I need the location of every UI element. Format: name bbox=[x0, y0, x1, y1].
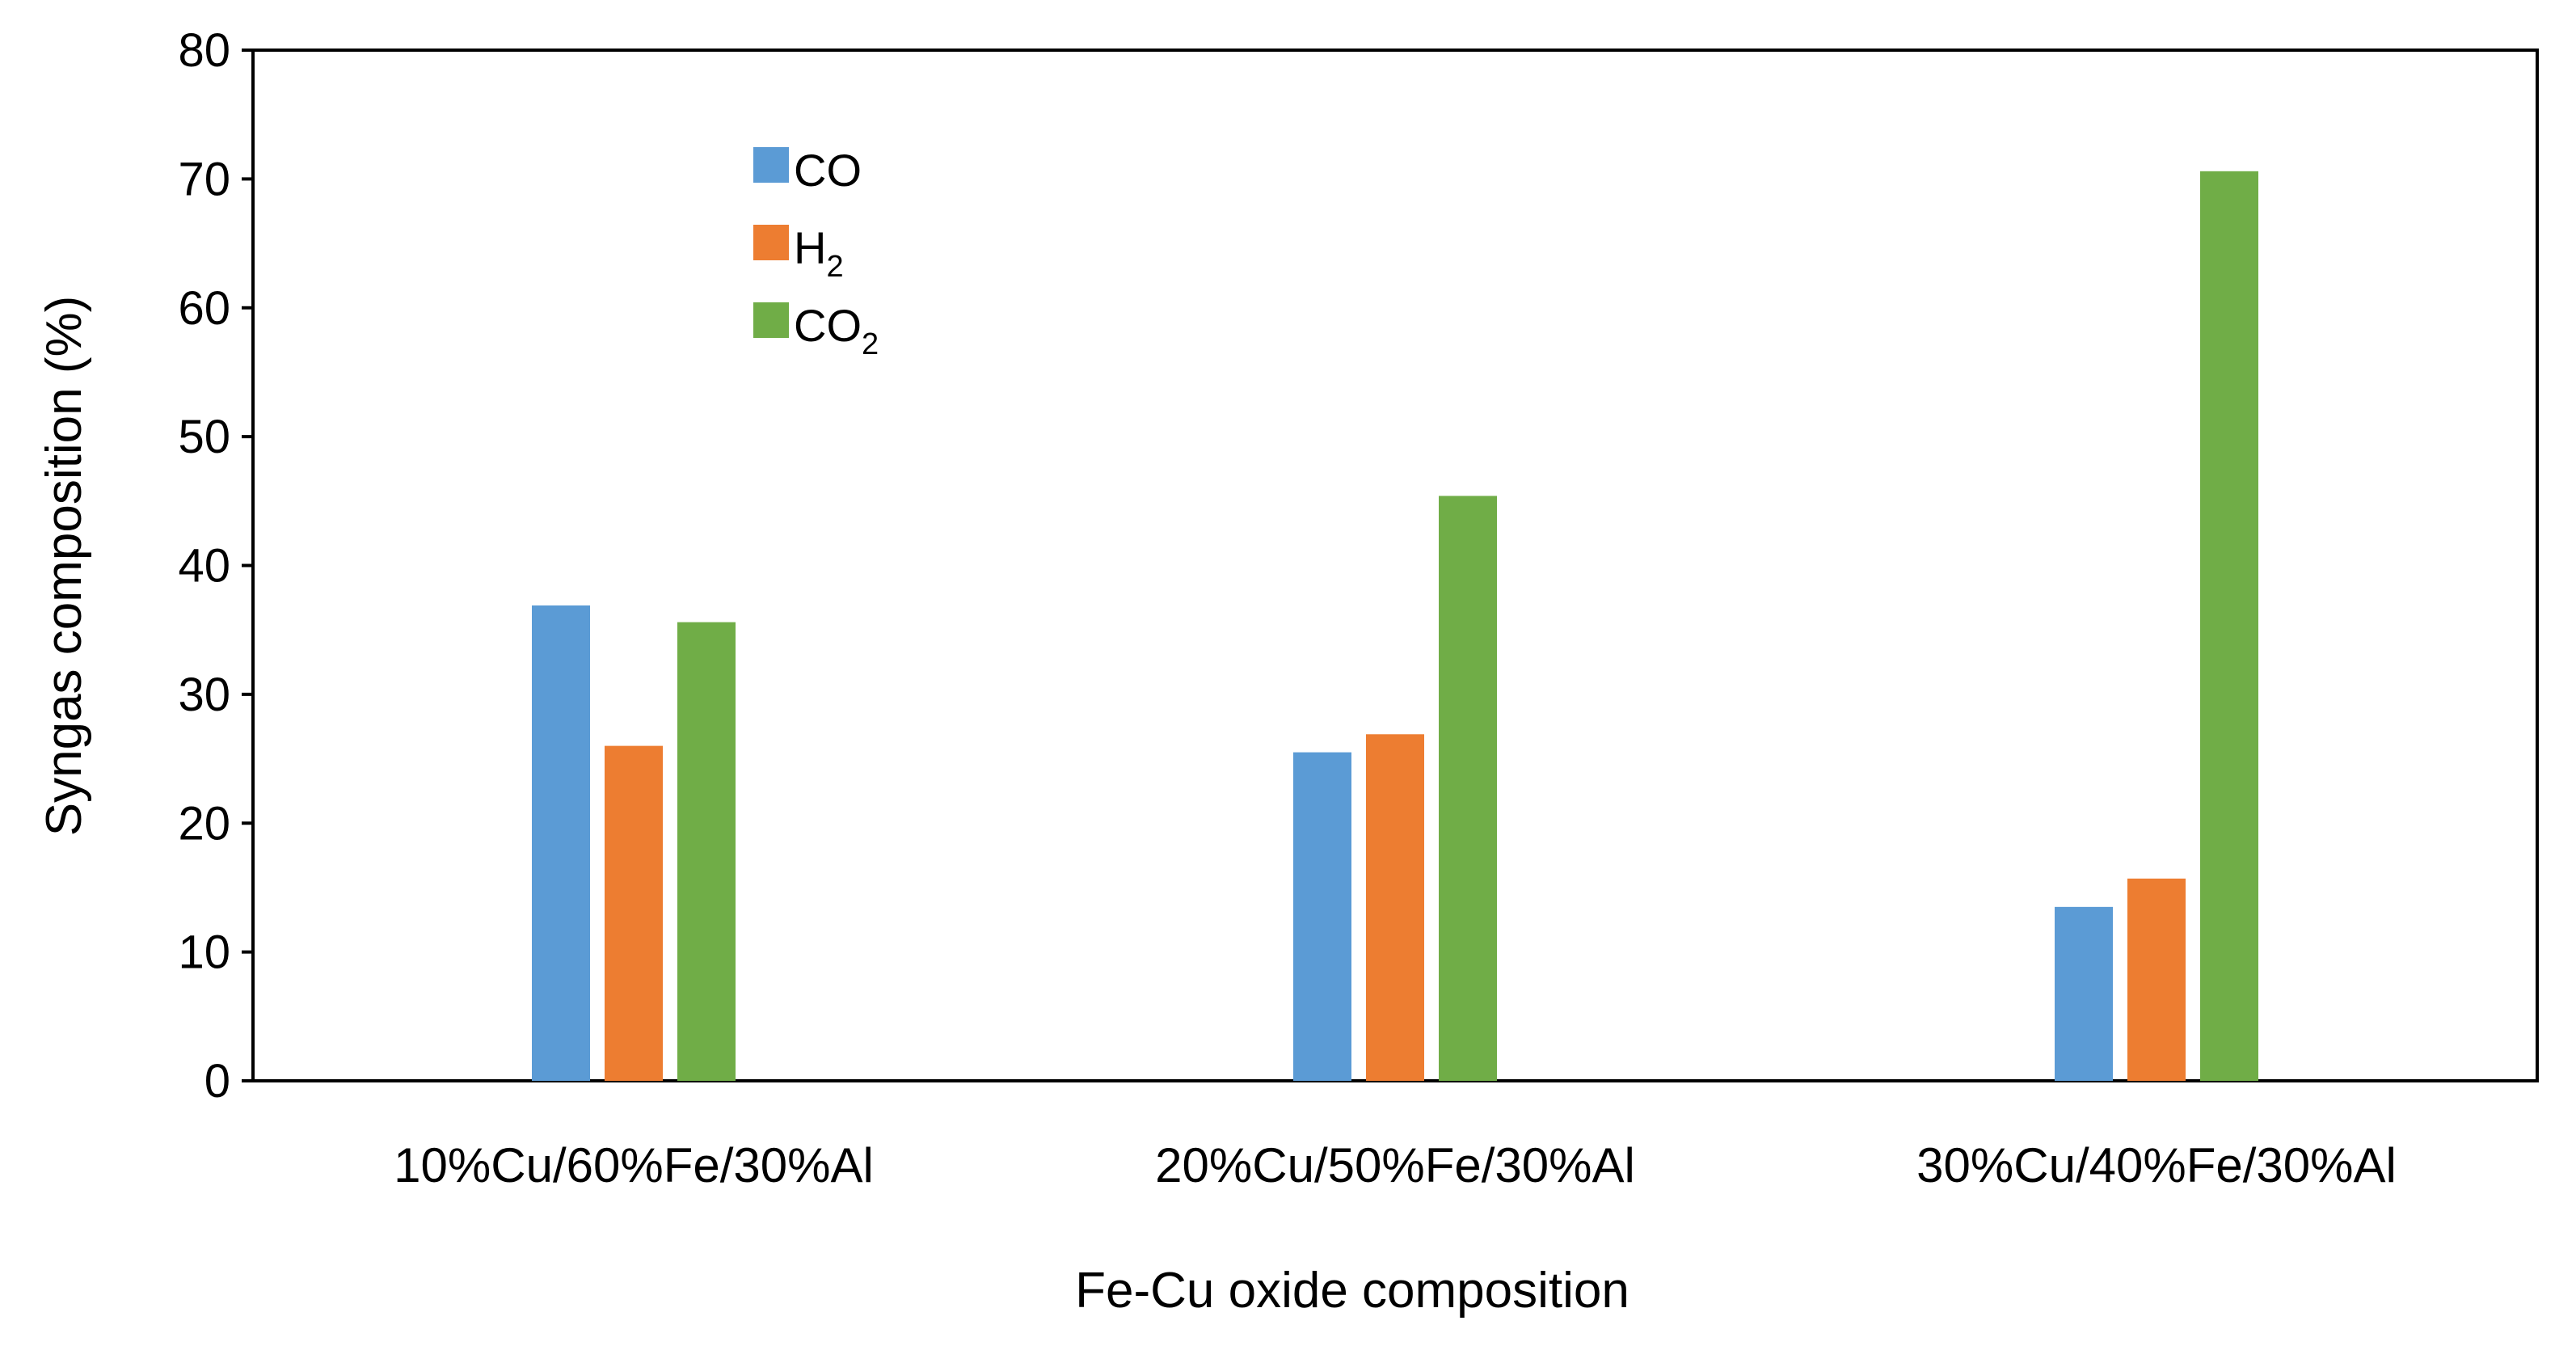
legend-swatch-co2 bbox=[753, 302, 789, 338]
bar-co2-2 bbox=[1439, 496, 1497, 1081]
bar-h2-2 bbox=[1366, 734, 1424, 1081]
bar-co2-1 bbox=[677, 622, 736, 1081]
x-axis-title: Fe-Cu oxide composition bbox=[1075, 1263, 1629, 1319]
y-axis-title: Syngas composition (%) bbox=[36, 296, 92, 837]
bar-h2-1 bbox=[605, 745, 663, 1081]
y-tick-label: 40 bbox=[178, 540, 230, 593]
y-tick-label: 0 bbox=[204, 1055, 230, 1108]
y-tick-label: 60 bbox=[178, 282, 230, 335]
legend-label-h2: H2 bbox=[794, 222, 844, 284]
y-tick-label: 70 bbox=[178, 153, 230, 205]
legend-label-co: CO bbox=[794, 145, 862, 196]
legend-label-co2: CO2 bbox=[794, 300, 879, 361]
legend-swatch-h2 bbox=[753, 225, 789, 260]
bar-co-3 bbox=[2055, 906, 2113, 1081]
y-tick-label: 20 bbox=[178, 797, 230, 850]
y-tick-label: 30 bbox=[178, 669, 230, 721]
legend: CO H2 CO2 bbox=[753, 145, 879, 361]
y-tick-label: 10 bbox=[178, 926, 230, 979]
y-axis-ticks: 0 10 20 30 40 50 60 70 80 bbox=[178, 24, 253, 1108]
legend-swatch-co bbox=[753, 147, 789, 183]
x-tick-label: 30%Cu/40%Fe/30%Al bbox=[1916, 1138, 2397, 1192]
bars bbox=[532, 171, 2258, 1081]
y-tick-label: 50 bbox=[178, 411, 230, 463]
x-tick-label: 10%Cu/60%Fe/30%Al bbox=[394, 1138, 874, 1192]
bar-co-1 bbox=[532, 605, 590, 1081]
bar-h2-3 bbox=[2127, 878, 2186, 1081]
bar-co-2 bbox=[1293, 752, 1351, 1081]
x-tick-label: 20%Cu/50%Fe/30%Al bbox=[1155, 1138, 1635, 1192]
x-axis-categories: 10%Cu/60%Fe/30%Al 20%Cu/50%Fe/30%Al 30%Cu/… bbox=[394, 1138, 2397, 1192]
bar-co2-3 bbox=[2200, 171, 2258, 1081]
y-tick-label: 80 bbox=[178, 24, 230, 77]
